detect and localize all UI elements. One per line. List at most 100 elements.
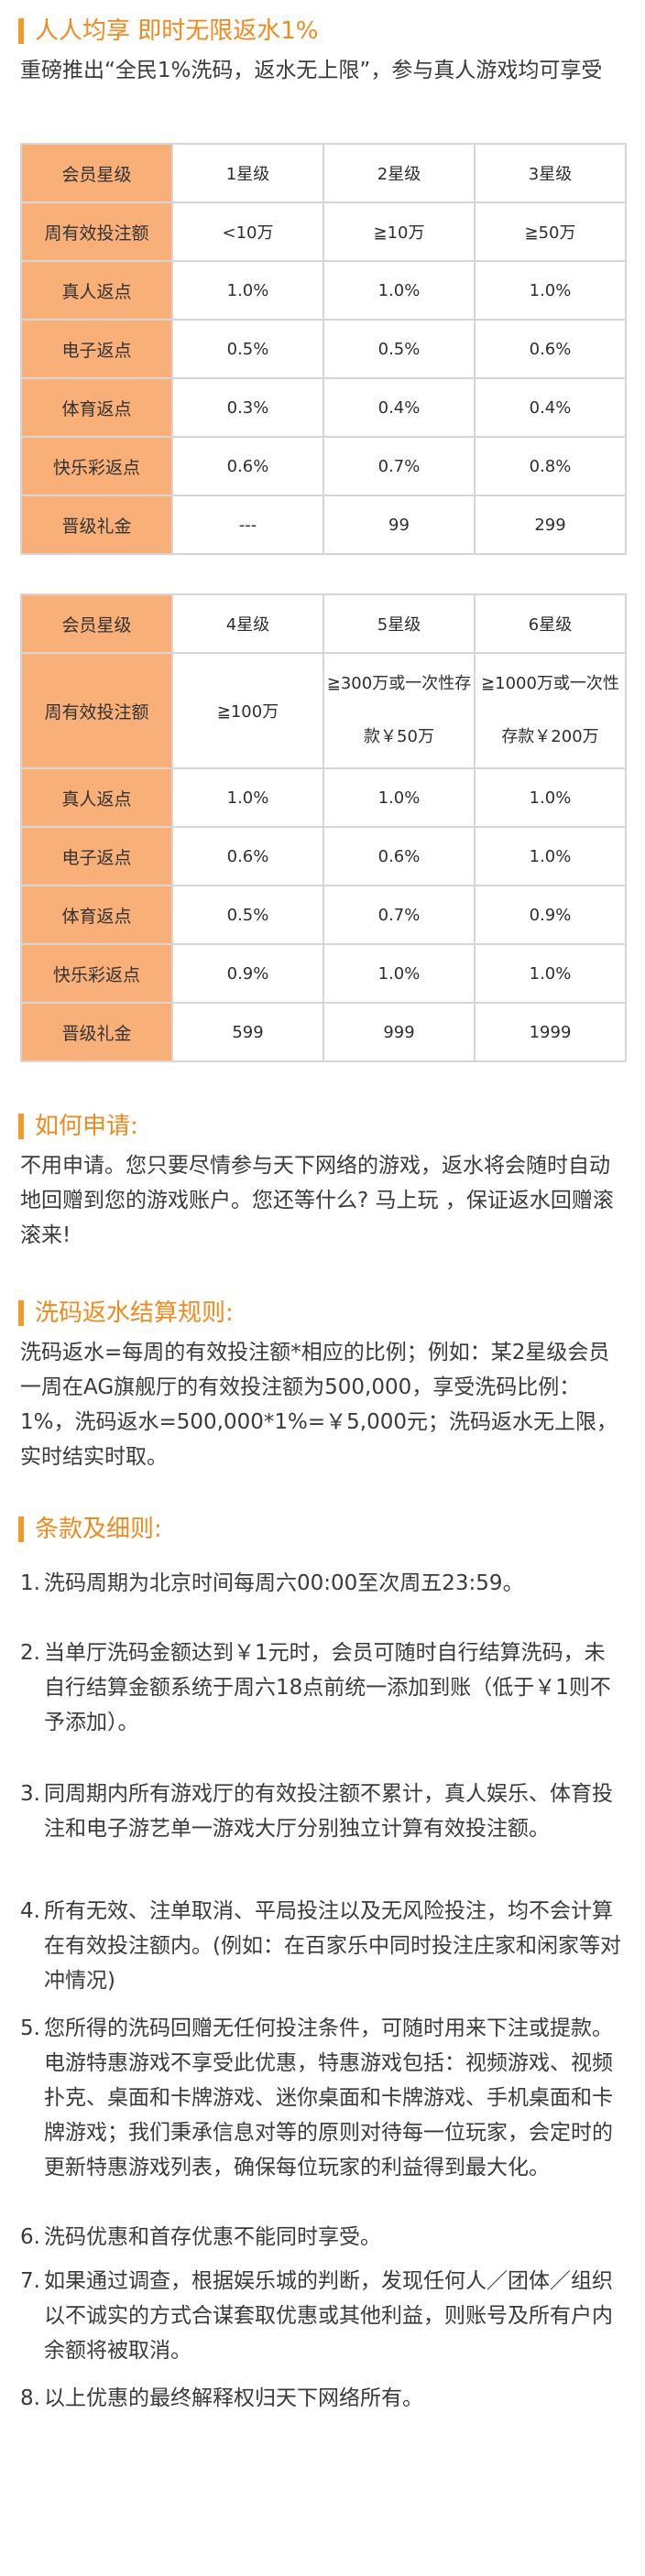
item-number: 2. — [20, 1641, 40, 1665]
rules-body: 洗码返水=每周的有效投注额*相应的比例；例如：某2星级会员一周在AG旗舰厅的有效… — [20, 1341, 618, 1469]
table-row: 电子返点 0.5% 0.5% 0.6% — [20, 319, 627, 379]
table-row: 晋级礼金 --- 99 299 — [20, 495, 627, 555]
item-number: 3. — [20, 1782, 40, 1806]
table-cell: <10万 — [171, 201, 324, 262]
item-number: 7. — [20, 2269, 40, 2293]
item-number: 8. — [20, 2386, 40, 2410]
section-heading-apply: 如何申请: — [18, 1112, 138, 1141]
table-cell: 真人返点 — [20, 260, 173, 321]
section-heading-promo: 人人均享 即时无限返水1% — [18, 16, 319, 46]
item-text: 以上优惠的最终解释权归天下网络所有。 — [44, 2386, 423, 2410]
apply-title: 如何申请: — [35, 1113, 138, 1140]
list-item: 3. 同周期内所有游戏厅的有效投注额不累计，真人娱乐、体育投注和电子游艺单一游戏… — [20, 1777, 625, 1846]
table-row: 体育返点 0.5% 0.7% 0.9% — [20, 885, 627, 945]
heading-accent-bar — [18, 1300, 24, 1326]
promo-intro: 重磅推出“全民1%洗码，返水无上限”，参与真人游戏均可享受 — [20, 59, 603, 82]
item-text: 如果通过调查，根据娱乐城的判断，发现任何人／团体／组织以不诚实的方式合谋套取优惠… — [44, 2269, 613, 2363]
table-cell: 0.7% — [322, 436, 476, 496]
table-cell: 0.3% — [171, 377, 324, 438]
item-text: 所有无效、注单取消、平局投注以及无风险投注，均不会计算在有效投注额内。(例如：在… — [44, 1899, 621, 1993]
item-text: 同周期内所有游戏厅的有效投注额不累计，真人娱乐、体育投注和电子游艺单一游戏大厅分… — [44, 1782, 613, 1841]
table-cell: ≧1000万或一次性存款￥200万 — [474, 652, 627, 769]
table-cell: 6星级 — [474, 593, 627, 654]
table-cell: 周有效投注额 — [20, 201, 173, 262]
table-cell: 会员星级 — [20, 593, 173, 654]
table-cell: 1.0% — [171, 260, 324, 321]
item-number: 5. — [20, 2016, 40, 2040]
table-cell: 1.0% — [322, 260, 476, 321]
table-row: 电子返点 0.6% 0.6% 1.0% — [20, 826, 627, 886]
list-item: 7. 如果通过调查，根据娱乐城的判断，发现任何人／团体／组织以不诚实的方式合谋套… — [20, 2264, 625, 2368]
table-cell: 0.6% — [171, 826, 324, 886]
item-text: 您所得的洗码回赠无任何投注条件，可随时用来下注或提款。电游特惠游戏不享受此优惠，… — [44, 2016, 613, 2179]
heading-accent-bar — [18, 18, 24, 44]
table-cell: 电子返点 — [20, 826, 173, 886]
table-cell: 1.0% — [322, 943, 476, 1004]
rebate-table-1: 会员星级 1星级 2星级 3星级 周有效投注额 <10万 ≧10万 ≧50万 真… — [20, 143, 627, 555]
rebate-table-2: 会员星级 4星级 5星级 6星级 周有效投注额 ≧100万 ≧300万或一次性存… — [20, 593, 627, 1062]
table-cell: 1.0% — [474, 943, 627, 1004]
item-text: 洗码周期为北京时间每周六00:00至次周五23:59。 — [44, 1571, 524, 1595]
table-cell: 晋级礼金 — [20, 1002, 173, 1062]
table-row: 快乐彩返点 0.9% 1.0% 1.0% — [20, 943, 627, 1004]
list-item: 6. 洗码优惠和首存优惠不能同时享受。 — [20, 2220, 625, 2255]
table-cell: 4星级 — [171, 593, 324, 654]
table-cell: 快乐彩返点 — [20, 943, 173, 1004]
table-cell: 1.0% — [474, 260, 627, 321]
table-row: 晋级礼金 599 999 1999 — [20, 1002, 627, 1062]
table-cell: 1.0% — [474, 767, 627, 828]
list-item: 2. 当单厅洗码金额达到￥1元时，会员可随时自行结算洗码，未自行结算金额系统于周… — [20, 1636, 625, 1740]
table-cell: 1999 — [474, 1002, 627, 1062]
table-cell: 0.5% — [171, 885, 324, 945]
apply-body: 不用申请。您只要尽情参与天下网络的游戏，返水将会随时自动地回赠到您的游戏账户。您… — [20, 1154, 614, 1247]
table-cell: 会员星级 — [20, 143, 173, 203]
terms-title: 条款及细则: — [35, 1516, 162, 1543]
table-cell: 0.6% — [474, 319, 627, 379]
table-header-row: 会员星级 1星级 2星级 3星级 — [20, 143, 627, 203]
list-item: 1. 洗码周期为北京时间每周六00:00至次周五23:59。 — [20, 1566, 625, 1601]
table-row: 真人返点 1.0% 1.0% 1.0% — [20, 767, 627, 828]
item-text: 洗码优惠和首存优惠不能同时享受。 — [44, 2225, 381, 2249]
table-cell: 3星级 — [474, 143, 627, 203]
table-cell: 0.6% — [171, 436, 324, 496]
table-cell: 周有效投注额 — [20, 652, 173, 769]
item-number: 6. — [20, 2225, 40, 2249]
table-cell: 0.4% — [322, 377, 476, 438]
heading-accent-bar — [18, 1114, 24, 1139]
table-cell: 0.9% — [171, 943, 324, 1004]
list-item: 4. 所有无效、注单取消、平局投注以及无风险投注，均不会计算在有效投注额内。(例… — [20, 1894, 625, 1998]
table-cell: 1.0% — [171, 767, 324, 828]
table-cell: 快乐彩返点 — [20, 436, 173, 496]
table-cell: 0.9% — [474, 885, 627, 945]
table-cell: --- — [171, 495, 324, 555]
section-heading-terms: 条款及细则: — [18, 1515, 162, 1544]
item-number: 1. — [20, 1571, 40, 1595]
table-cell: 体育返点 — [20, 885, 173, 945]
list-item: 5. 您所得的洗码回赠无任何投注条件，可随时用来下注或提款。电游特惠游戏不享受此… — [20, 2011, 625, 2185]
item-text: 当单厅洗码金额达到￥1元时，会员可随时自行结算洗码，未自行结算金额系统于周六18… — [44, 1641, 611, 1734]
promo-title: 人人均享 即时无限返水1% — [35, 17, 319, 45]
table-cell: 0.5% — [171, 319, 324, 379]
section-heading-rules: 洗码返水结算规则: — [18, 1299, 234, 1328]
table-cell: 5星级 — [322, 593, 476, 654]
table-cell: 99 — [322, 495, 476, 555]
table-cell: 299 — [474, 495, 627, 555]
table-cell: 0.5% — [322, 319, 476, 379]
table-cell: 1.0% — [322, 767, 476, 828]
table-row: 体育返点 0.3% 0.4% 0.4% — [20, 377, 627, 438]
table-cell: 0.6% — [322, 826, 476, 886]
table-row: 周有效投注额 <10万 ≧10万 ≧50万 — [20, 201, 627, 262]
table-cell: 1.0% — [474, 826, 627, 886]
table-cell: 0.8% — [474, 436, 627, 496]
item-number: 4. — [20, 1899, 40, 1923]
table-header-row: 会员星级 4星级 5星级 6星级 — [20, 593, 627, 654]
table-cell: 999 — [322, 1002, 476, 1062]
table-cell: 2星级 — [322, 143, 476, 203]
table-cell: 体育返点 — [20, 377, 173, 438]
table-cell: 599 — [171, 1002, 324, 1062]
table-cell: ≧100万 — [171, 652, 324, 769]
list-item: 8. 以上优惠的最终解释权归天下网络所有。 — [20, 2381, 625, 2416]
table-cell: 0.7% — [322, 885, 476, 945]
table-cell: 真人返点 — [20, 767, 173, 828]
